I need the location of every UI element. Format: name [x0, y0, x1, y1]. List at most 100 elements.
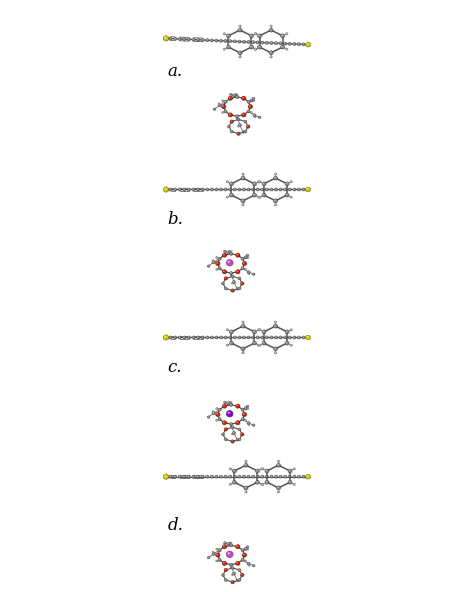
Circle shape — [279, 42, 282, 45]
Circle shape — [222, 253, 227, 257]
Ellipse shape — [288, 481, 292, 484]
Ellipse shape — [242, 204, 244, 206]
Circle shape — [234, 336, 235, 337]
Circle shape — [293, 43, 296, 46]
Ellipse shape — [262, 342, 266, 345]
Circle shape — [261, 41, 264, 44]
Circle shape — [241, 324, 245, 328]
Circle shape — [293, 468, 294, 469]
Ellipse shape — [230, 275, 232, 276]
Circle shape — [298, 43, 299, 44]
Circle shape — [236, 288, 238, 290]
Ellipse shape — [286, 33, 288, 35]
Circle shape — [224, 40, 227, 43]
Ellipse shape — [224, 110, 228, 112]
Ellipse shape — [212, 411, 214, 412]
Circle shape — [206, 188, 209, 191]
Circle shape — [218, 257, 221, 260]
Ellipse shape — [236, 439, 239, 441]
Circle shape — [219, 188, 222, 191]
Circle shape — [252, 97, 255, 99]
Ellipse shape — [262, 194, 266, 197]
Circle shape — [236, 439, 238, 441]
Ellipse shape — [230, 426, 232, 427]
Circle shape — [302, 43, 304, 44]
Ellipse shape — [164, 336, 169, 340]
Ellipse shape — [290, 345, 292, 346]
Circle shape — [215, 39, 218, 42]
Circle shape — [222, 270, 227, 274]
Circle shape — [244, 130, 246, 133]
Ellipse shape — [252, 188, 255, 191]
Circle shape — [234, 188, 235, 189]
Circle shape — [219, 475, 222, 478]
Ellipse shape — [188, 38, 191, 41]
Circle shape — [228, 96, 232, 100]
Ellipse shape — [233, 572, 236, 575]
Circle shape — [230, 542, 232, 544]
Circle shape — [164, 475, 166, 477]
Circle shape — [286, 194, 287, 195]
Circle shape — [201, 38, 204, 41]
Circle shape — [250, 99, 253, 102]
Circle shape — [283, 42, 287, 45]
Circle shape — [245, 256, 246, 258]
Circle shape — [225, 188, 226, 189]
Circle shape — [229, 468, 231, 470]
Circle shape — [274, 325, 276, 326]
Ellipse shape — [241, 200, 246, 202]
Circle shape — [253, 182, 255, 184]
Ellipse shape — [224, 542, 227, 544]
Circle shape — [206, 39, 207, 40]
Circle shape — [279, 188, 282, 191]
Circle shape — [293, 475, 296, 478]
Circle shape — [222, 105, 224, 107]
Circle shape — [297, 336, 301, 339]
Ellipse shape — [288, 469, 292, 473]
Circle shape — [246, 255, 247, 256]
Ellipse shape — [222, 422, 227, 424]
Circle shape — [270, 25, 271, 26]
Ellipse shape — [212, 553, 216, 555]
Circle shape — [224, 578, 227, 581]
Ellipse shape — [233, 40, 237, 43]
Ellipse shape — [255, 469, 260, 473]
Circle shape — [183, 336, 184, 337]
Circle shape — [183, 475, 186, 478]
Circle shape — [169, 37, 172, 40]
Circle shape — [230, 253, 231, 254]
Circle shape — [164, 36, 169, 41]
Circle shape — [170, 336, 171, 337]
Circle shape — [183, 38, 184, 39]
Circle shape — [233, 40, 236, 43]
Ellipse shape — [258, 34, 262, 38]
Ellipse shape — [241, 177, 246, 180]
Ellipse shape — [227, 260, 234, 266]
Ellipse shape — [288, 475, 292, 478]
Ellipse shape — [224, 250, 227, 252]
Ellipse shape — [215, 188, 218, 191]
Circle shape — [259, 181, 260, 182]
Ellipse shape — [236, 96, 239, 98]
Circle shape — [236, 404, 240, 408]
Circle shape — [229, 40, 230, 41]
Ellipse shape — [224, 336, 228, 339]
Circle shape — [233, 94, 236, 97]
Circle shape — [279, 475, 282, 478]
Circle shape — [306, 187, 310, 192]
Circle shape — [253, 330, 255, 332]
Ellipse shape — [212, 261, 216, 263]
Circle shape — [213, 261, 214, 262]
Circle shape — [224, 100, 227, 103]
Circle shape — [247, 41, 248, 42]
Ellipse shape — [230, 253, 233, 255]
Circle shape — [183, 475, 184, 477]
Circle shape — [274, 188, 277, 191]
Circle shape — [218, 408, 221, 411]
Circle shape — [230, 423, 231, 424]
Ellipse shape — [222, 100, 224, 101]
Ellipse shape — [242, 173, 244, 175]
Circle shape — [286, 33, 288, 35]
Circle shape — [266, 188, 267, 189]
Ellipse shape — [285, 194, 290, 197]
